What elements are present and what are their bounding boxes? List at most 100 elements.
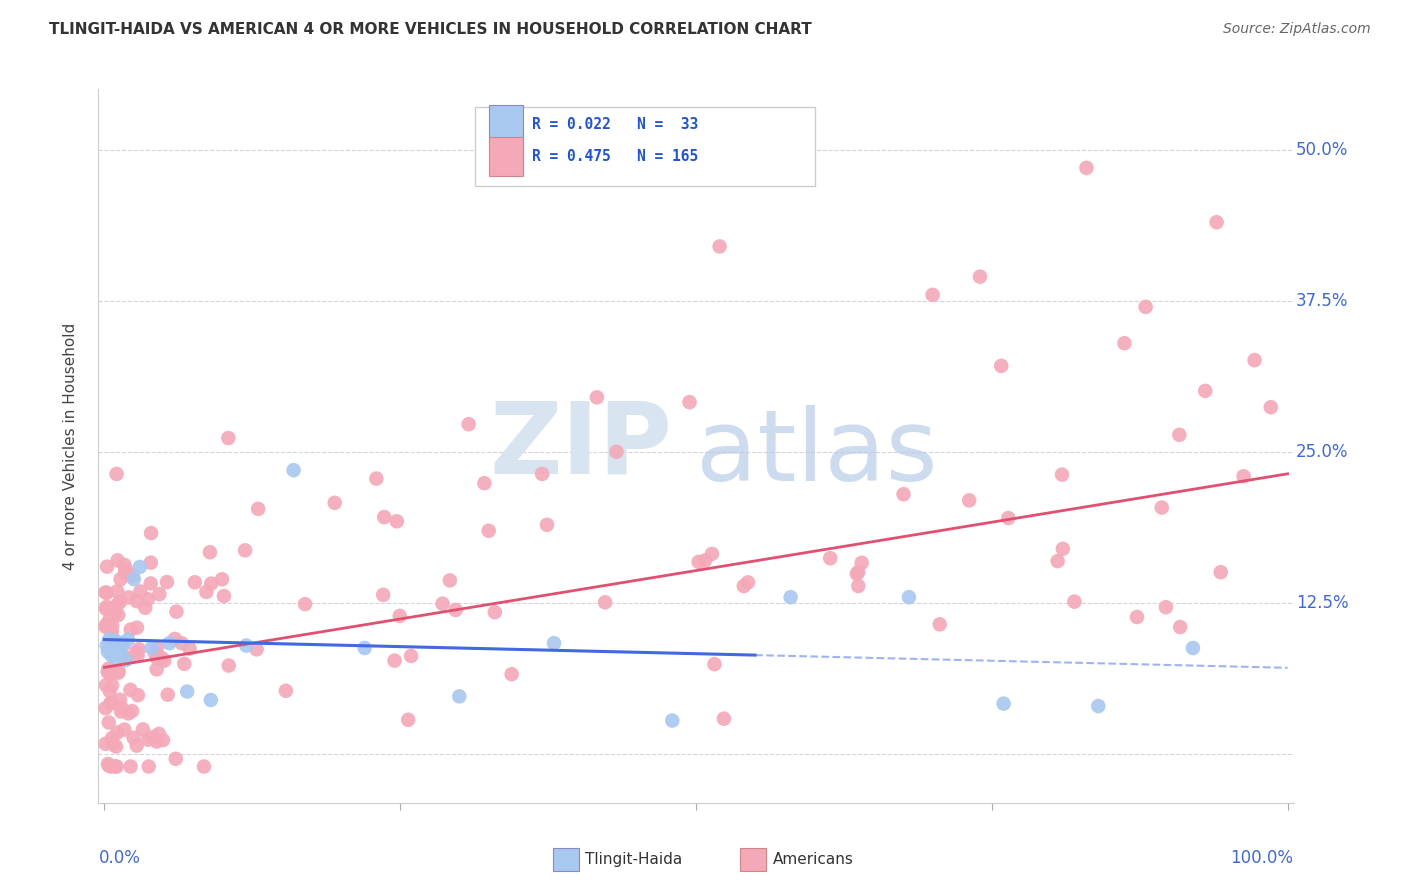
Point (1063, 594, 1085, 608)
Point (112, 723, 135, 737)
Point (127, 648, 149, 663)
Text: 37.5%: 37.5% (1296, 292, 1348, 310)
Point (129, 584, 152, 599)
Point (94, 602, 117, 616)
Point (96, 639, 118, 653)
Point (105, 739, 128, 754)
Point (605, 444, 627, 458)
Bar (553, 847, 579, 871)
Point (100, 624, 122, 638)
Point (474, 476, 496, 491)
Point (1052, 541, 1074, 556)
Text: 100.0%: 100.0% (1230, 849, 1294, 867)
Point (921, 288, 943, 302)
Point (94, 620, 117, 634)
Point (107, 665, 129, 680)
Point (100, 648, 122, 663)
Point (97, 662, 120, 676)
Point (105, 650, 128, 665)
Point (1046, 554, 1069, 568)
Point (94, 678, 117, 692)
Point (101, 619, 124, 633)
Point (121, 568, 143, 582)
Point (110, 647, 132, 661)
Point (1209, 565, 1232, 579)
Point (543, 636, 565, 650)
Point (96, 619, 118, 633)
Point (145, 662, 167, 676)
Point (101, 637, 124, 651)
Point (148, 587, 170, 601)
Point (105, 725, 128, 739)
Point (143, 647, 166, 661)
Point (156, 575, 179, 590)
Point (1243, 353, 1265, 368)
Point (235, 639, 257, 653)
Point (96, 559, 118, 574)
Point (1076, 161, 1098, 175)
Point (117, 632, 139, 647)
Point (94, 737, 117, 751)
Point (1260, 400, 1282, 414)
Point (294, 597, 316, 611)
Point (104, 606, 127, 620)
Point (108, 595, 131, 609)
Point (432, 597, 454, 611)
Point (125, 594, 148, 608)
Point (105, 584, 128, 599)
Point (247, 502, 270, 516)
Point (993, 697, 1015, 711)
Point (193, 759, 215, 773)
Point (373, 510, 395, 524)
Point (138, 759, 160, 773)
Point (105, 759, 128, 773)
Point (1181, 640, 1204, 655)
Point (96, 586, 118, 600)
Point (957, 493, 980, 508)
Point (165, 752, 187, 766)
Point (121, 704, 143, 718)
Point (98, 640, 121, 655)
Point (97, 634, 120, 648)
Bar (740, 847, 766, 871)
Point (1233, 469, 1256, 483)
Point (120, 682, 142, 697)
Point (118, 568, 141, 582)
Text: ZIP: ZIP (489, 398, 672, 494)
Point (1150, 500, 1173, 515)
Point (163, 632, 186, 646)
Point (98, 632, 121, 647)
Point (134, 600, 156, 615)
Point (990, 359, 1012, 373)
Point (211, 572, 233, 586)
Text: R = 0.022   N =  33: R = 0.022 N = 33 (533, 117, 699, 132)
Point (846, 565, 869, 579)
Point (200, 693, 222, 707)
Point (157, 636, 180, 650)
Y-axis label: 4 or more Vehicles in Household: 4 or more Vehicles in Household (63, 322, 77, 570)
Point (846, 579, 869, 593)
Point (384, 654, 406, 668)
Point (94, 701, 117, 715)
Point (274, 683, 297, 698)
Point (536, 517, 558, 532)
Point (152, 733, 174, 747)
Point (1168, 620, 1191, 634)
Point (112, 558, 135, 572)
Point (107, 665, 129, 679)
Point (928, 617, 950, 632)
Point (245, 642, 267, 657)
Point (125, 645, 148, 659)
Point (97, 757, 120, 772)
Text: Americans: Americans (772, 852, 853, 867)
Point (399, 648, 422, 663)
Point (779, 590, 801, 604)
Point (107, 643, 129, 657)
Point (94, 585, 117, 599)
Text: 50.0%: 50.0% (1296, 141, 1348, 159)
Point (107, 553, 129, 567)
Point (125, 621, 148, 635)
Point (184, 575, 207, 590)
Text: TLINGIT-HAIDA VS AMERICAN 4 OR MORE VEHICLES IN HOUSEHOLD CORRELATION CHART: TLINGIT-HAIDA VS AMERICAN 4 OR MORE VEHI… (49, 22, 811, 37)
Point (103, 642, 125, 657)
